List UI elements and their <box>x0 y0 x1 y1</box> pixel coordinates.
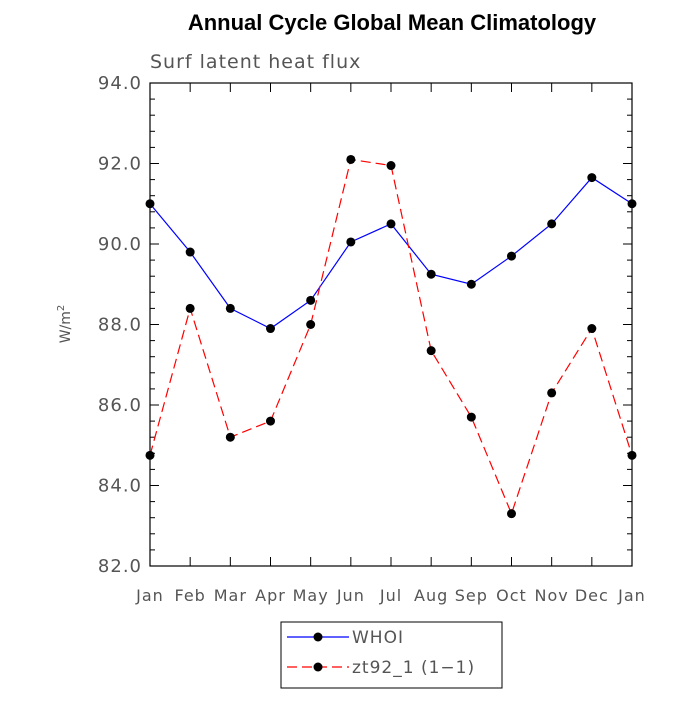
x-tick-label: Aug <box>414 586 448 605</box>
x-tick-label: Jun <box>336 586 365 605</box>
x-tick-label: Nov <box>535 586 569 605</box>
data-point <box>426 346 436 356</box>
data-point <box>145 450 155 460</box>
y-tick-label: 82.0 <box>98 556 142 577</box>
y-axis-label: W/m2 <box>56 305 74 344</box>
y-tick-label: 84.0 <box>98 476 142 497</box>
data-point <box>185 303 195 313</box>
y-tick-label: 92.0 <box>98 154 142 175</box>
data-point <box>225 432 235 442</box>
data-point <box>547 388 557 398</box>
plot-border <box>149 82 633 567</box>
x-tick-label: Apr <box>255 586 286 605</box>
data-point <box>627 450 637 460</box>
y-tick-label: 90.0 <box>98 234 142 255</box>
y-axis-label-unit: W/m <box>58 311 74 343</box>
x-tick-label: Jan <box>135 586 164 605</box>
data-point <box>225 303 235 313</box>
legend-marker <box>313 632 323 642</box>
data-point <box>266 416 275 426</box>
data-point <box>426 269 436 279</box>
chart-subtitle: Surf latent heat flux <box>150 51 361 73</box>
data-point <box>346 154 356 164</box>
data-point <box>386 219 396 229</box>
data-point <box>185 247 195 257</box>
data-point <box>266 324 275 334</box>
y-tick-label: 88.0 <box>98 315 142 336</box>
x-tick-label: Dec <box>575 586 609 605</box>
x-tick-label: Sep <box>455 586 488 605</box>
data-point <box>306 295 316 305</box>
y-tick-label: 86.0 <box>98 395 142 416</box>
series-layer <box>145 154 637 519</box>
series-2 <box>145 154 637 519</box>
data-point <box>507 251 516 261</box>
chart-title: Annual Cycle Global Mean Climatology <box>188 10 597 35</box>
legend: WHOI zt92_1 (1−1) <box>280 621 503 689</box>
data-point <box>627 199 637 209</box>
y-axis-label-superscript: 2 <box>56 305 67 311</box>
plot-frame <box>149 82 633 567</box>
y-axis-ticks: 82.0 84.0 86.0 88.0 90.0 92.0 94.0 <box>98 73 632 577</box>
data-point <box>587 173 597 183</box>
legend-label: WHOI <box>352 628 404 648</box>
data-point <box>145 199 155 209</box>
legend-label: zt92_1 (1−1) <box>352 658 475 678</box>
data-point <box>466 412 476 422</box>
x-tick-label: May <box>293 586 329 605</box>
x-tick-label: Jan <box>617 586 646 605</box>
x-tick-label: Jul <box>379 586 402 605</box>
legend-marker <box>313 662 323 672</box>
x-tick-label: Feb <box>175 586 206 605</box>
series-line <box>149 176 633 330</box>
data-point <box>386 161 396 171</box>
y-tick-label: 94.0 <box>98 73 142 94</box>
data-point <box>346 237 356 247</box>
x-axis-ticks: Jan Feb Mar Apr May Jun Jul Aug Sep Oct Nov Dec Jan <box>135 83 646 605</box>
data-point <box>306 320 316 329</box>
data-point <box>466 279 476 289</box>
x-tick-label: Mar <box>214 586 247 605</box>
data-point <box>587 324 597 334</box>
data-point <box>507 509 516 519</box>
series-1 <box>145 173 637 334</box>
data-point <box>547 219 557 229</box>
x-tick-label: Oct <box>496 586 527 605</box>
series-line <box>149 158 633 516</box>
